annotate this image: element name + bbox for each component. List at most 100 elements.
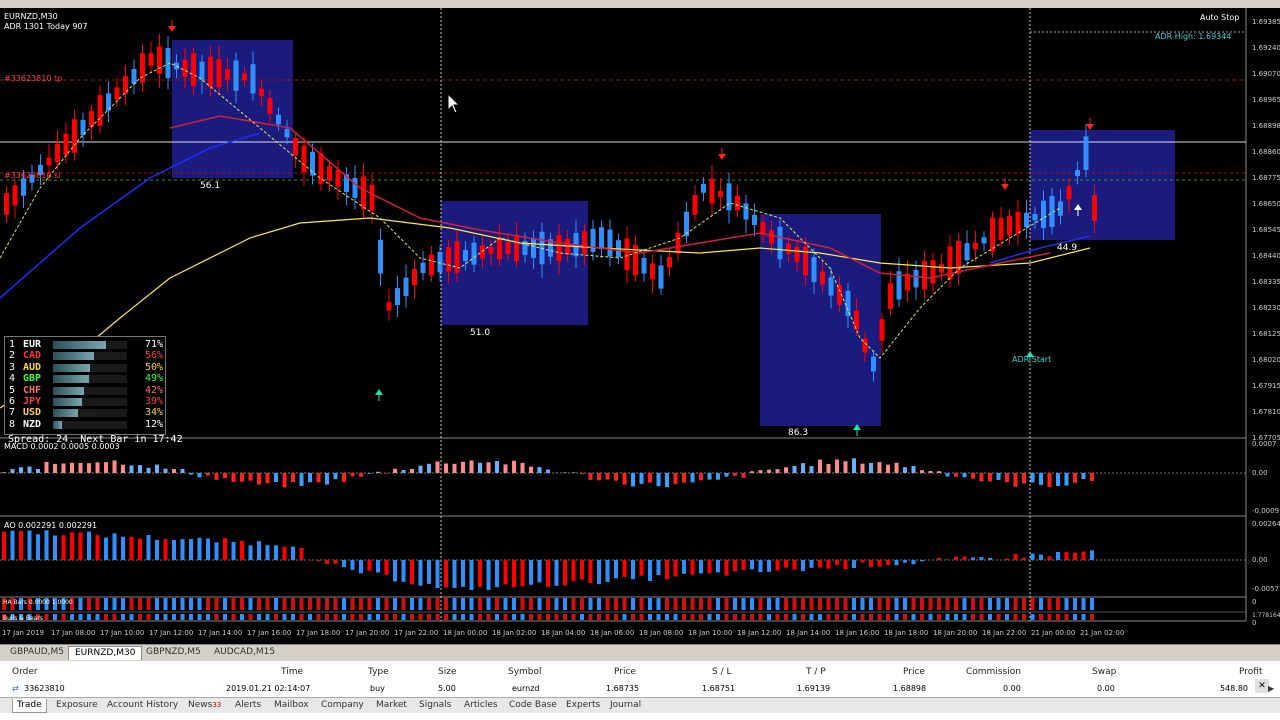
candle — [233, 60, 239, 91]
bulls-bears-bar — [274, 614, 278, 620]
ha-scale-mid: 1.778164 — [1252, 612, 1280, 619]
tab-journal[interactable]: Journal — [610, 700, 642, 710]
ha-bar — [937, 598, 941, 610]
tab-code-base[interactable]: Code Base — [509, 700, 557, 710]
col-tp[interactable]: T / P — [806, 667, 826, 677]
macd-bar — [563, 472, 567, 473]
bulls-bears-bar — [707, 614, 712, 620]
col-commission[interactable]: Commission — [966, 667, 1021, 677]
ha-bar — [648, 598, 652, 610]
chart-tab-eurnzd[interactable]: EURNZD,M30 — [68, 646, 143, 660]
tab-company[interactable]: Company — [321, 700, 364, 710]
macd-bar — [308, 473, 312, 483]
tab-market[interactable]: Market — [376, 700, 407, 710]
macd-bar — [350, 473, 355, 477]
bulls-bears-bar — [537, 614, 542, 620]
candle — [310, 151, 315, 176]
col-order[interactable]: Order — [12, 667, 38, 677]
col-time[interactable]: Time — [281, 667, 304, 677]
macd-scale-mid: 0.00 — [1252, 469, 1268, 477]
col-price-current[interactable]: Price — [903, 667, 925, 677]
macd-bar — [240, 473, 244, 482]
ha-title: HA Bars 0.0000 1.0000 — [3, 599, 73, 606]
ha-bar — [189, 598, 193, 610]
ao-bar — [639, 560, 644, 576]
tab-mailbox[interactable]: Mailbox — [274, 700, 309, 710]
scroll-right-icon[interactable]: ▶ — [1268, 684, 1275, 693]
ao-bar — [104, 537, 108, 560]
macd-bar — [282, 473, 287, 488]
col-price[interactable]: Price — [614, 667, 636, 677]
col-sl[interactable]: S / L — [712, 667, 732, 677]
candle — [675, 232, 681, 254]
tab-exposure[interactable]: Exposure — [56, 700, 98, 710]
macd-bar — [962, 473, 967, 478]
chart-tab-gbpnzd[interactable]: GBPNZD,M5 — [146, 647, 201, 657]
macd-bar — [180, 468, 185, 473]
autostop-label[interactable]: Auto Stop — [1200, 13, 1240, 22]
candle — [752, 214, 757, 226]
col-size[interactable]: Size — [438, 667, 457, 677]
close-icon[interactable]: ✕ — [1255, 679, 1269, 693]
ao-bar — [775, 560, 780, 571]
chart-tab-gbpaud[interactable]: GBPAUD,M5 — [10, 647, 65, 657]
macd-bar — [656, 473, 661, 487]
ha-bar — [350, 598, 355, 610]
time-tick-label: 18 Jan 10:00 — [688, 629, 733, 637]
ao-bar — [478, 560, 482, 587]
candle — [905, 273, 910, 291]
ha-bar — [393, 598, 397, 610]
price-tick-label: 1.67810 — [1252, 408, 1280, 416]
tab-signals[interactable]: Signals — [419, 700, 452, 710]
bulls-bears-bar — [180, 614, 185, 620]
strength-bar — [53, 398, 127, 406]
chart-area[interactable]: EURNZD,M30 ADR 1301 Today 907 Auto Stop … — [0, 8, 1280, 642]
candle — [871, 356, 876, 372]
tab-articles[interactable]: Articles — [464, 700, 498, 710]
macd-bar — [1013, 473, 1018, 487]
macd-scale-bottom: -0.0009 — [1252, 507, 1280, 515]
tab-account-history[interactable]: Account History — [107, 700, 179, 710]
candle — [701, 183, 706, 193]
candle — [505, 241, 511, 255]
top-toolbar[interactable] — [0, 0, 1280, 8]
price-chart[interactable] — [0, 8, 1280, 642]
tab-experts[interactable]: Experts — [566, 700, 601, 710]
col-symbol[interactable]: Symbol — [508, 667, 542, 677]
macd-bar — [87, 463, 91, 473]
tab-trade[interactable]: Trade — [12, 699, 47, 713]
candle — [803, 246, 808, 276]
ha-bar — [95, 598, 100, 610]
macd-bar — [172, 468, 176, 473]
tab-news[interactable]: News33 — [184, 699, 225, 712]
ao-bar — [129, 536, 134, 560]
ha-bar — [206, 598, 210, 610]
bulls-bears-bar — [78, 614, 83, 620]
macd-bar — [486, 462, 491, 473]
candle — [964, 243, 970, 261]
ha-bar — [359, 598, 363, 610]
candle — [165, 48, 171, 79]
strength-bar — [53, 375, 127, 384]
ha-bar — [563, 598, 567, 610]
candle — [888, 283, 893, 309]
bulls-bears-bar — [410, 614, 414, 620]
macd-bar — [597, 473, 601, 481]
bulls-bears-bar — [673, 614, 678, 620]
ao-bar — [282, 546, 287, 560]
tab-alerts[interactable]: Alerts — [235, 700, 262, 710]
bulls-bears-bar — [342, 614, 346, 620]
candle — [939, 264, 944, 273]
col-swap[interactable]: Swap — [1092, 667, 1117, 677]
col-profit[interactable]: Profit — [1239, 667, 1263, 677]
bulls-bears-bar — [699, 614, 703, 620]
ao-bar — [495, 560, 499, 588]
ao-bar — [571, 560, 576, 581]
ao-bar — [733, 560, 737, 572]
ha-bar — [452, 598, 457, 610]
ao-scale-mid: 0.00 — [1252, 556, 1268, 564]
time-tick-label: 17 Jan 22:00 — [394, 629, 439, 637]
col-type[interactable]: Type — [368, 667, 389, 677]
chart-tab-audcad[interactable]: AUDCAD,M15 — [214, 647, 276, 657]
candle — [480, 245, 485, 259]
